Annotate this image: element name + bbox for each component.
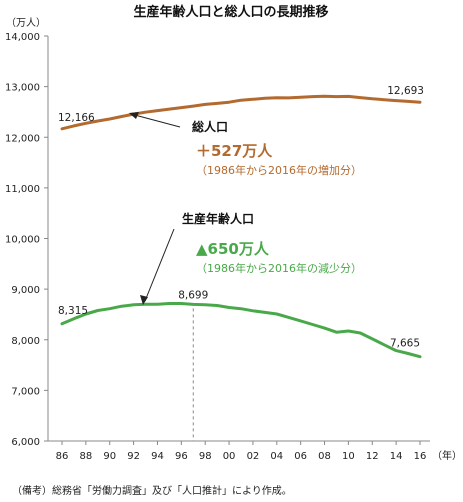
x-axis-unit: （年）	[432, 449, 462, 462]
x-tick-label: 16	[414, 451, 427, 462]
y-tick-label: 6,000	[11, 437, 40, 448]
chart-title: 生産年齢人口と総人口の長期推移	[133, 4, 328, 20]
y-tick-label: 10,000	[5, 235, 40, 246]
total-series-label: 総人口	[192, 119, 228, 134]
total-arrowhead-icon	[129, 112, 139, 119]
working-change-value: ▲650万人	[196, 240, 270, 258]
data-labels: 12,166 12,693 8,315 8,699 7,665	[58, 85, 424, 350]
total-label-arrow	[130, 113, 181, 128]
x-tick-label: 06	[294, 451, 307, 462]
series-layer	[60, 94, 422, 359]
x-tick-label: 86	[56, 451, 69, 462]
working-arrowhead-icon	[140, 295, 148, 305]
x-tick-label: 12	[366, 451, 379, 462]
x-tick-label: 08	[318, 451, 331, 462]
x-tick-label: 88	[79, 451, 92, 462]
y-axis-ticks: 6,000 7,000 8,000 9,000 10,000 11,000 12,000 13…	[5, 32, 48, 448]
x-tick-label: 14	[390, 451, 403, 462]
x-axis-ticks: 86 88 90 92 94 96 98 00 02 04 06 08 10 12 14 16	[56, 441, 427, 462]
working-change-note: （1986年から2016年の減少分）	[196, 261, 362, 275]
working-age-population-line	[60, 302, 422, 359]
working-label-arrow	[144, 228, 175, 302]
total-change-note: （1986年から2016年の増加分）	[196, 163, 362, 177]
total-population-line	[60, 94, 422, 131]
x-tick-label: 00	[223, 451, 236, 462]
data-label: 8,699	[178, 289, 208, 301]
working-series-label: 生産年齢人口	[182, 211, 254, 226]
x-tick-label: 04	[270, 451, 283, 462]
data-label: 8,315	[58, 305, 88, 317]
x-tick-label: 10	[342, 451, 355, 462]
x-tick-label: 98	[199, 451, 212, 462]
x-tick-label: 94	[151, 451, 164, 462]
x-tick-label: 92	[127, 451, 140, 462]
y-tick-label: 12,000	[5, 133, 40, 144]
x-tick-label: 96	[175, 451, 188, 462]
x-tick-label: 02	[247, 451, 260, 462]
y-axis-unit: （万人）	[6, 17, 46, 29]
y-tick-label: 13,000	[5, 83, 40, 94]
y-tick-label: 14,000	[5, 32, 40, 43]
data-label: 12,693	[387, 85, 424, 97]
y-tick-label: 8,000	[11, 336, 40, 347]
y-tick-label: 11,000	[5, 184, 40, 195]
data-label: 7,665	[390, 338, 420, 350]
data-label: 12,166	[58, 112, 95, 124]
x-tick-label: 90	[103, 451, 116, 462]
y-tick-label: 7,000	[11, 386, 40, 397]
total-change-value: ＋527万人	[196, 142, 273, 160]
y-tick-label: 9,000	[11, 285, 40, 296]
source-footnote: （備考）総務省「労働力調査」及び「人口推計」により作成。	[12, 484, 292, 497]
